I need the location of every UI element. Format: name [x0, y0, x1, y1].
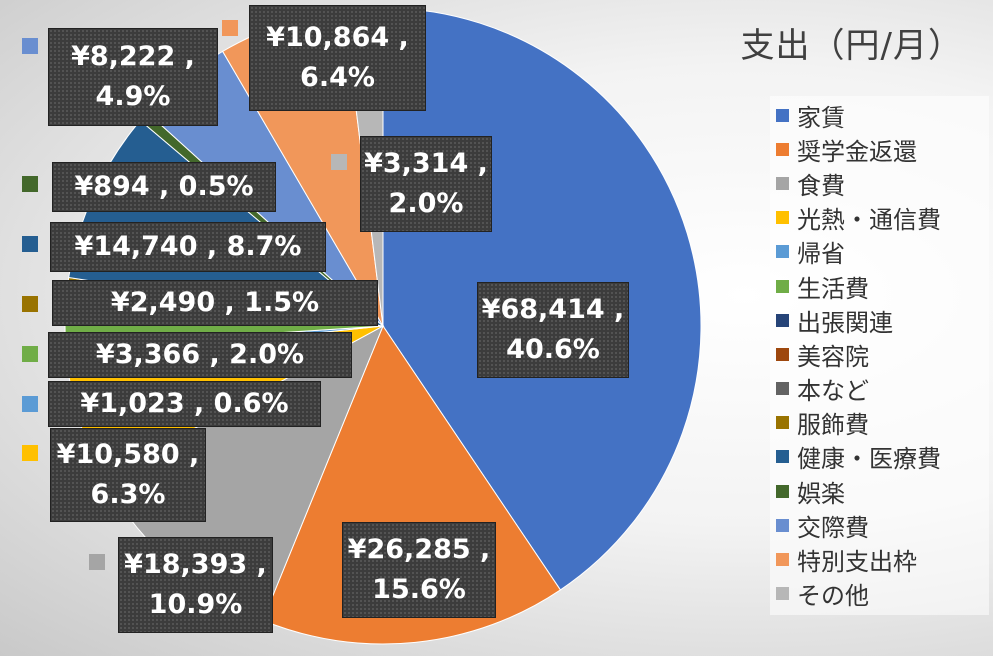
legend-swatch	[776, 587, 789, 601]
data-label-key	[22, 176, 38, 192]
data-label: ¥3,366 , 2.0%	[48, 332, 352, 378]
legend-item: 交際費	[776, 508, 989, 542]
legend-item: 娯楽	[776, 474, 989, 508]
legend-swatch	[776, 108, 789, 122]
legend-label: 奨学金返還	[797, 137, 917, 166]
legend-item: 特別支出枠	[776, 542, 989, 576]
data-label-key	[22, 445, 38, 461]
data-label-key	[22, 236, 38, 252]
legend-swatch	[776, 211, 789, 225]
data-label: ¥2,490 , 1.5%	[52, 280, 378, 326]
legend-swatch	[776, 313, 789, 327]
data-label: ¥894 , 0.5%	[52, 162, 276, 212]
legend-label: 交際費	[797, 513, 869, 542]
legend-item: 帰省	[776, 235, 989, 269]
data-label: ¥8,222 , 4.9%	[48, 28, 218, 126]
legend-swatch	[776, 347, 789, 361]
legend-label: 生活費	[797, 274, 869, 303]
legend-item: 光熱・通信費	[776, 201, 989, 235]
legend-label: 美容院	[797, 342, 869, 371]
legend: 家賃奨学金返還食費光熱・通信費 帰省生活費出張関連美容院本など服飾費健康・医療費娯…	[770, 96, 989, 615]
legend-swatch	[776, 553, 789, 567]
legend-swatch	[776, 245, 789, 259]
data-label-key	[22, 38, 38, 54]
data-label-key	[22, 396, 38, 412]
legend-label: 娯楽	[797, 479, 845, 508]
legend-label: 光熱・通信費	[797, 206, 941, 235]
data-label-key	[22, 296, 38, 312]
legend-label: 服飾費	[797, 411, 869, 440]
data-label: ¥10,864 , 6.4%	[249, 5, 426, 111]
legend-swatch	[776, 416, 789, 430]
legend-item: 美容院	[776, 337, 989, 371]
legend-item: 本など	[776, 372, 989, 406]
legend-label: 本など	[797, 377, 869, 406]
legend-label: 家賃	[797, 103, 845, 132]
data-label: ¥68,414 , 40.6%	[477, 282, 629, 378]
legend-item: 服飾費	[776, 406, 989, 440]
legend-label: 食費	[797, 171, 845, 200]
legend-item: 出張関連	[776, 303, 989, 337]
legend-swatch	[776, 279, 789, 293]
legend-label: 出張関連	[797, 308, 893, 337]
data-label: ¥3,314 , 2.0%	[360, 136, 492, 232]
data-label-key	[22, 346, 38, 362]
data-label: ¥18,393 , 10.9%	[118, 537, 273, 633]
legend-item: その他	[776, 577, 989, 611]
legend-swatch	[776, 484, 789, 498]
data-label: ¥1,023 , 0.6%	[48, 381, 321, 427]
data-label-key	[331, 154, 347, 170]
legend-swatch	[776, 518, 789, 532]
data-label: ¥26,285 , 15.6%	[342, 522, 496, 618]
legend-item: 食費	[776, 166, 989, 200]
legend-label: 健康・医療費	[797, 445, 941, 474]
legend-item: 奨学金返還	[776, 132, 989, 166]
legend-swatch	[776, 382, 789, 396]
legend-swatch	[776, 176, 789, 190]
chart-title: 支出（円/月）	[740, 26, 963, 66]
legend-item: 健康・医療費	[776, 440, 989, 474]
legend-item: 家賃	[776, 98, 989, 132]
data-label-key	[89, 554, 105, 570]
legend-swatch	[776, 450, 789, 464]
legend-swatch	[776, 142, 789, 156]
legend-label: 帰省	[797, 240, 845, 269]
data-label-key	[222, 20, 238, 36]
data-label: ¥14,740 , 8.7%	[50, 222, 326, 272]
legend-item: 生活費	[776, 269, 989, 303]
legend-label: その他	[797, 582, 869, 611]
data-label: ¥10,580 , 6.3%	[50, 428, 206, 522]
legend-label: 特別支出枠	[797, 548, 917, 577]
